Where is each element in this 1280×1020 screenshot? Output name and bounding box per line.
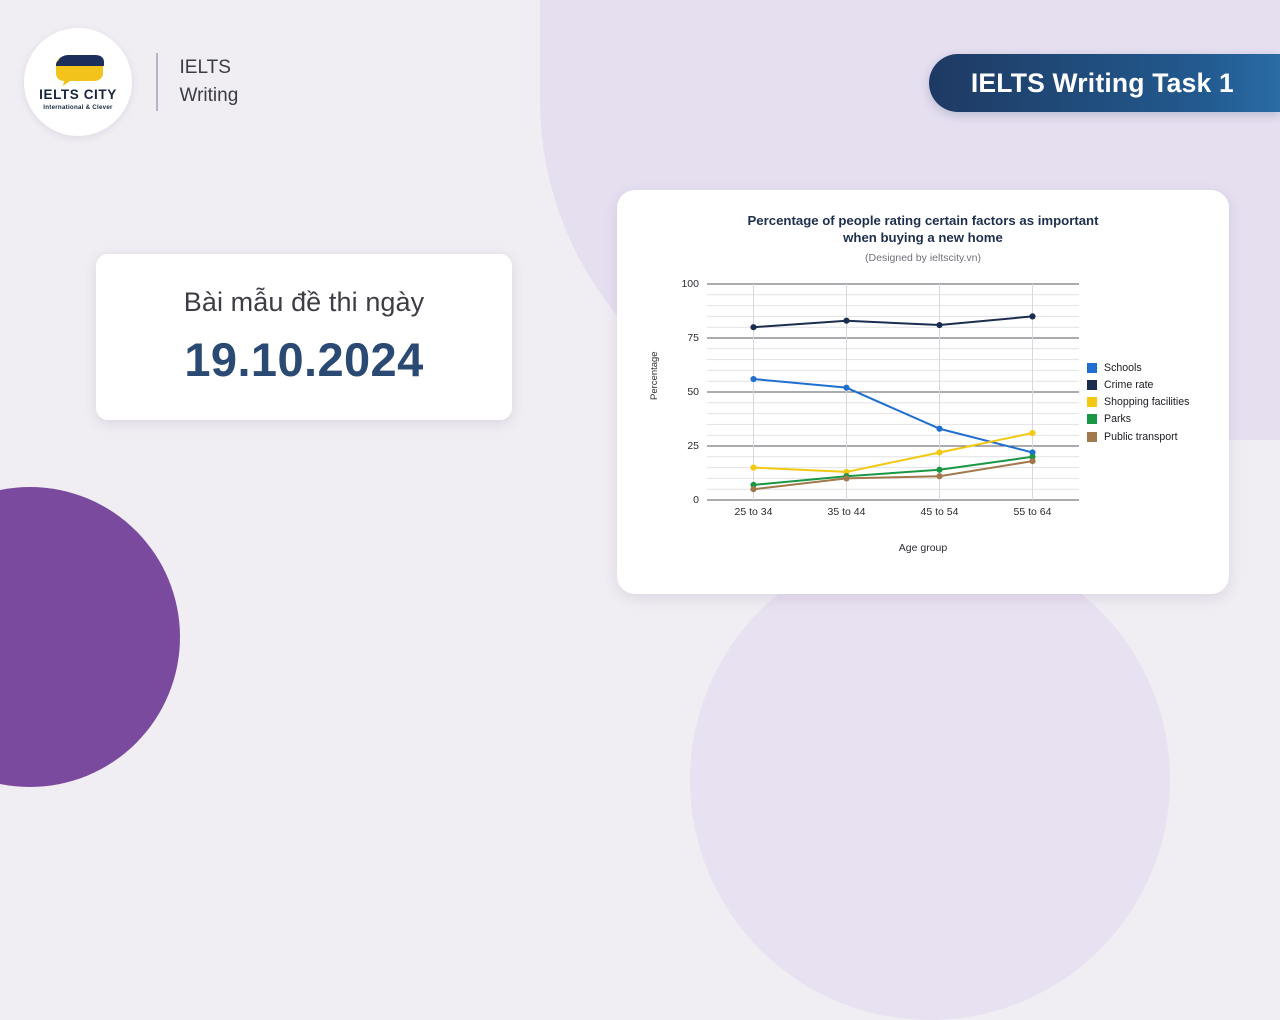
logo-divider bbox=[156, 53, 158, 111]
legend-swatch-icon bbox=[1087, 362, 1097, 373]
legend-item[interactable]: Public transport bbox=[1087, 431, 1189, 443]
legend-label: Public transport bbox=[1104, 430, 1178, 443]
chart-title-line1: Percentage of people rating certain fact… bbox=[747, 213, 1099, 228]
logo-badge: IELTS CITY International & Clever bbox=[24, 28, 132, 136]
logo-tagline: International & Clever bbox=[43, 104, 113, 111]
legend-label: Shopping facilities bbox=[1104, 396, 1190, 409]
date-card-value: 19.10.2024 bbox=[184, 333, 424, 386]
y-tick-label: 100 bbox=[681, 277, 699, 290]
chart-subtitle: (Designed by ieltscity.vn) bbox=[865, 251, 981, 264]
task-banner: IELTS Writing Task 1 bbox=[928, 54, 1280, 112]
chart-title: Percentage of people rating certain fact… bbox=[671, 212, 1175, 247]
x-tick-label: 35 to 44 bbox=[827, 505, 866, 518]
brand-caption-line1: IELTS bbox=[179, 57, 231, 79]
legend-item[interactable]: Shopping facilities bbox=[1087, 396, 1189, 408]
chart-legend: Schools Crime rate Shopping facilities Park… bbox=[1087, 362, 1189, 448]
x-tick-label: 25 to 34 bbox=[734, 505, 773, 518]
brand-caption: IELTS Writing bbox=[180, 54, 239, 109]
chart-card: Percentage of people rating certain fact… bbox=[617, 190, 1229, 594]
legend-item[interactable]: Parks bbox=[1087, 413, 1189, 425]
legend-label: Schools bbox=[1104, 361, 1142, 374]
legend-swatch-icon bbox=[1087, 431, 1097, 442]
legend-swatch-icon bbox=[1087, 414, 1097, 425]
y-tick-label: 75 bbox=[687, 331, 699, 344]
brand-logo-block: IELTS CITY International & Clever IELTS … bbox=[24, 28, 238, 136]
logo-name: IELTS CITY bbox=[39, 87, 117, 102]
legend-swatch-icon bbox=[1087, 380, 1097, 391]
date-card: Bài mẫu đề thi ngày 19.10.2024 bbox=[96, 254, 512, 420]
chart-plot-area: Percentage Age group 0 25 50 75 100 25 to 34 3… bbox=[617, 270, 1229, 580]
legend-item[interactable]: Schools bbox=[1087, 362, 1189, 374]
y-axis-title: Percentage bbox=[649, 351, 660, 400]
speech-bubble-book-icon bbox=[56, 55, 104, 86]
legend-item[interactable]: Crime rate bbox=[1087, 379, 1189, 391]
background-lavender-circle bbox=[690, 540, 1170, 1020]
y-tick-label: 25 bbox=[687, 439, 699, 452]
x-tick-label: 55 to 64 bbox=[1013, 505, 1052, 518]
task-banner-label: IELTS Writing Task 1 bbox=[970, 67, 1234, 98]
y-tick-label: 0 bbox=[693, 493, 699, 506]
brand-caption-line2: Writing bbox=[179, 85, 239, 106]
y-tick-label: 50 bbox=[687, 385, 699, 398]
legend-swatch-icon bbox=[1087, 397, 1097, 408]
x-axis-title: Age group bbox=[898, 541, 948, 554]
x-tick-label: 45 to 54 bbox=[920, 505, 959, 518]
date-card-caption: Bài mẫu đề thi ngày bbox=[183, 287, 425, 317]
legend-label: Parks bbox=[1104, 413, 1132, 426]
legend-label: Crime rate bbox=[1104, 379, 1154, 392]
line-chart-svg bbox=[707, 283, 1079, 501]
background-purple-circle bbox=[0, 487, 180, 787]
chart-title-line2: when buying a new home bbox=[843, 230, 1003, 246]
